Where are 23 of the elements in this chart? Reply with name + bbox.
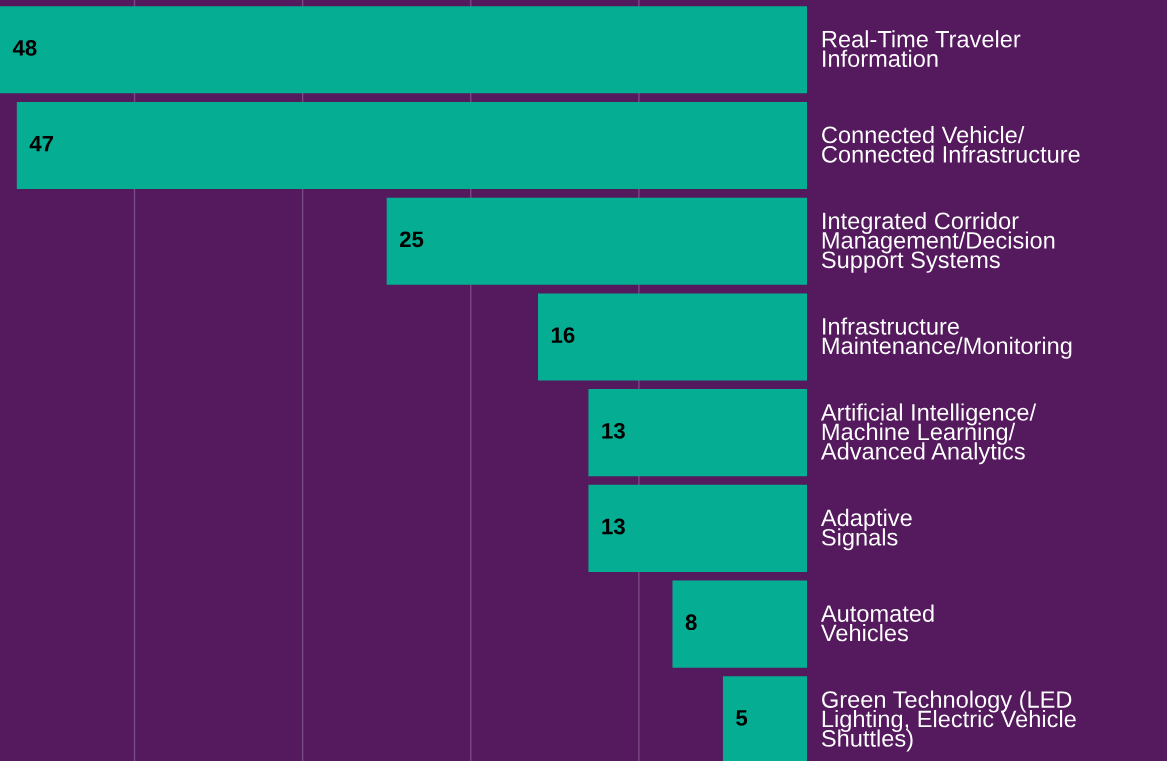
y-tick-label: Infrastructure Maintenance/Monitoring xyxy=(822,317,1072,359)
y-tick-label: Connected Vehicle/ Connected Infrastructure xyxy=(822,125,1080,163)
y-tick-label: Green Technology (LED Lighting, Electric Vehicle Shuttles) xyxy=(821,690,1076,752)
y-tick-label: Integrated Corridor Management/Decision Support Systems xyxy=(821,211,1055,273)
data-label: 16 xyxy=(551,327,575,343)
data-label: 47 xyxy=(29,135,54,152)
y-tick-label: Automated Vehicles xyxy=(820,604,934,642)
y-tick-label: Adaptive Signals xyxy=(820,508,912,551)
y-tick-label: Real-Time Traveler Information xyxy=(822,30,1021,67)
bar xyxy=(538,293,807,381)
bar xyxy=(0,6,807,94)
bar xyxy=(386,197,807,285)
bar xyxy=(588,484,807,572)
bar xyxy=(16,101,807,190)
data-label: 25 xyxy=(399,231,424,248)
data-label: 8 xyxy=(685,614,697,631)
data-label: 13 xyxy=(602,422,625,439)
data-label: 5 xyxy=(736,710,748,726)
data-label: 48 xyxy=(12,40,37,56)
bar xyxy=(672,580,807,668)
bar xyxy=(588,389,807,477)
data-label: 13 xyxy=(602,518,625,535)
y-tick-label: Artificial Intelligence/ Machine Learning/ Advanced Analytics xyxy=(820,403,1037,465)
